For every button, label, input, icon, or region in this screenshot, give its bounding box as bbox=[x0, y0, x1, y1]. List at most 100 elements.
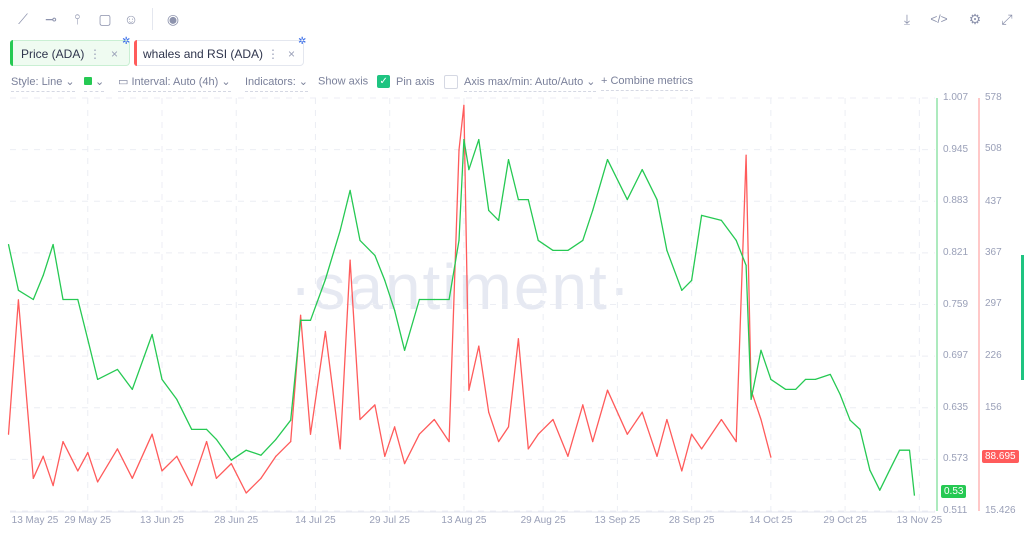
x-axis-tick: 14 Oct 25 bbox=[749, 515, 793, 526]
price-data-point bbox=[403, 349, 406, 351]
gear-icon[interactable]: ⚙ bbox=[968, 11, 982, 27]
whales-data-point bbox=[448, 440, 450, 443]
color-dropdown[interactable]: ⌄ bbox=[84, 75, 105, 92]
pin-axis-toggle[interactable]: Pin axis bbox=[396, 75, 458, 92]
whales-data-point bbox=[567, 455, 569, 457]
whales-data-point bbox=[517, 338, 520, 340]
show-axis-checkbox[interactable]: ✓ bbox=[377, 75, 391, 88]
whales-data-point bbox=[275, 455, 277, 457]
style-dropdown[interactable]: Style: Line ⌄ bbox=[11, 75, 75, 92]
whales-data-point bbox=[300, 314, 302, 316]
price-data-point bbox=[87, 338, 89, 341]
price-data-point bbox=[116, 368, 119, 371]
tab-color-bar bbox=[134, 40, 137, 66]
whales-data-point bbox=[339, 448, 341, 450]
price-axis-tick: 0.945 bbox=[943, 143, 969, 155]
x-axis-tick: 13 Nov 25 bbox=[896, 515, 943, 526]
whales-data-point bbox=[62, 440, 64, 443]
tab-price[interactable]: Price (ADA) ⋮ × ✲ bbox=[10, 36, 130, 66]
close-icon[interactable]: × bbox=[111, 47, 119, 61]
axis-minmax-dropdown[interactable]: Axis max/min: Auto/Auto ⌄ bbox=[464, 75, 596, 92]
x-axis-tick: 29 Jul 25 bbox=[369, 515, 410, 526]
horizontal-ray-icon[interactable]: ⊸ bbox=[45, 11, 57, 27]
settings-badge-icon[interactable]: ✲ bbox=[298, 36, 307, 47]
more-icon[interactable]: ⋮ bbox=[267, 47, 279, 61]
whales-data-point bbox=[681, 470, 683, 472]
whales-data-point bbox=[77, 470, 79, 472]
fullscreen-icon[interactable]: ⤢ bbox=[1001, 11, 1013, 27]
whales-data-point bbox=[230, 462, 232, 465]
price-axis-tick: 0.635 bbox=[943, 401, 969, 413]
price-data-point bbox=[215, 438, 218, 440]
whales-data-point bbox=[626, 433, 628, 435]
whales-data-point bbox=[97, 481, 99, 483]
whales-axis-tick: 15.426 bbox=[985, 505, 1016, 516]
price-data-point bbox=[582, 239, 584, 241]
combine-label: Combine metrics bbox=[610, 75, 694, 87]
price-data-point bbox=[700, 214, 703, 217]
ruler-icon: ▭ bbox=[118, 76, 129, 88]
price-data-point bbox=[908, 449, 911, 451]
interval-dropdown[interactable]: ▭ Interval: Auto (4h) ⌄ bbox=[118, 75, 231, 92]
combine-metrics-button[interactable]: + Combine metrics bbox=[601, 75, 694, 91]
axis-minmax-label: Axis max/min: Auto/Auto bbox=[464, 76, 584, 88]
price-data-point bbox=[176, 398, 178, 401]
whales-last-value-tag: 88.695 bbox=[982, 450, 1019, 464]
price-data-point bbox=[889, 469, 891, 471]
settings-badge-icon[interactable]: ✲ bbox=[122, 36, 131, 47]
pin-axis-checkbox[interactable] bbox=[443, 75, 458, 89]
tab-whales-rsi[interactable]: whales and RSI (ADA) ⋮ × ✲ bbox=[134, 36, 306, 66]
line-draw-icon[interactable]: ⟋ bbox=[18, 11, 28, 27]
price-data-point bbox=[62, 298, 64, 301]
price-data-point bbox=[384, 279, 386, 281]
whales-data-point bbox=[17, 299, 20, 301]
pin-axis-label: Pin axis bbox=[396, 75, 435, 88]
whales-axis-tick: 156 bbox=[985, 401, 1002, 413]
indicators-dropdown[interactable]: Indicators: ⌄ bbox=[245, 75, 309, 92]
price-data-point bbox=[300, 319, 302, 321]
emoji-icon[interactable]: ☺ bbox=[123, 11, 139, 27]
price-data-point bbox=[17, 289, 20, 291]
price-data-point bbox=[468, 169, 470, 171]
whales-data-point bbox=[700, 448, 703, 450]
note-icon[interactable]: ▢ bbox=[98, 11, 112, 27]
more-icon[interactable]: ⋮ bbox=[89, 47, 101, 61]
whales-data-point bbox=[507, 426, 510, 428]
whales-data-point bbox=[745, 154, 747, 156]
whales-data-point bbox=[349, 259, 351, 261]
whales-data-point bbox=[151, 433, 153, 435]
whales-data-point bbox=[116, 448, 119, 450]
eye-icon[interactable]: ◉ bbox=[166, 11, 180, 27]
download-icon[interactable]: ⤓ bbox=[903, 11, 911, 27]
tab-label: Price (ADA) bbox=[21, 47, 85, 61]
whales-data-point bbox=[463, 104, 465, 106]
show-axis-toggle[interactable]: Show axis ✓ bbox=[318, 75, 391, 91]
whales-data-point bbox=[7, 433, 10, 435]
code-icon[interactable]: </> bbox=[930, 12, 948, 26]
whales-data-point bbox=[52, 485, 54, 487]
scrollbar[interactable] bbox=[1021, 255, 1024, 380]
whales-axis-tick: 367 bbox=[985, 246, 1002, 258]
price-data-point bbox=[433, 298, 435, 301]
whales-data-point bbox=[582, 404, 584, 406]
x-axis-tick: 29 May 25 bbox=[64, 515, 112, 526]
price-axis-tick: 0.821 bbox=[943, 246, 969, 258]
price-data-point bbox=[275, 438, 277, 440]
whales-data-point bbox=[290, 440, 292, 443]
toolbar-divider bbox=[152, 8, 153, 30]
price-data-point bbox=[527, 198, 529, 201]
price-axis-tick: 0.697 bbox=[943, 350, 969, 362]
price-data-point bbox=[760, 349, 762, 351]
whales-data-point bbox=[666, 418, 668, 421]
whales-data-point bbox=[87, 451, 89, 454]
price-axis-tick: 0.883 bbox=[943, 195, 969, 207]
price-data-point bbox=[374, 254, 376, 256]
price-data-point bbox=[869, 469, 871, 471]
vertical-line-icon[interactable]: ⫯ bbox=[73, 11, 81, 27]
close-icon[interactable]: × bbox=[288, 47, 296, 61]
price-data-point bbox=[745, 264, 747, 266]
price-data-point bbox=[97, 378, 99, 381]
price-data-point bbox=[839, 393, 841, 396]
whales-data-point bbox=[478, 345, 480, 347]
